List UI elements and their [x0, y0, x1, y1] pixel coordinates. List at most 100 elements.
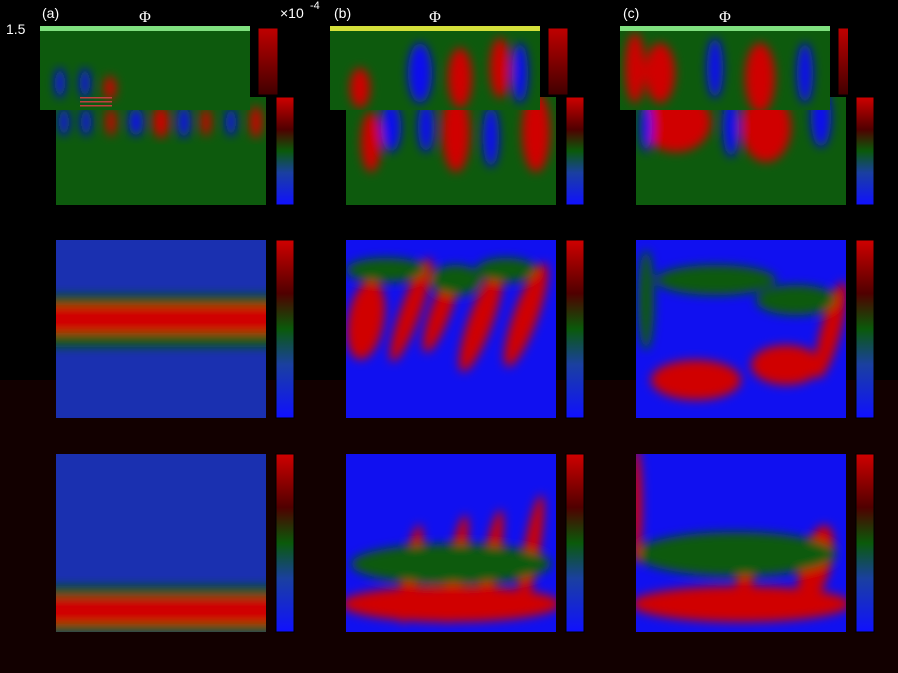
colorbar: [565, 453, 585, 633]
heatmap-blob: [389, 258, 433, 362]
heatmap-blob: [418, 102, 434, 152]
heatmap-band: [56, 597, 266, 625]
heatmap-blob: [459, 268, 503, 372]
heatmap-blob: [814, 281, 846, 379]
colorbar: [275, 453, 295, 633]
heatmap-blob: [751, 345, 821, 385]
scale-exponent: -4: [310, 0, 320, 12]
heatmap-features: [59, 106, 262, 138]
panel-top-line: [330, 26, 540, 31]
heatmap-blob: [756, 285, 836, 315]
heatmap-blob: [656, 265, 776, 295]
heatmap-features: [625, 33, 813, 110]
panel-top-line: [40, 26, 250, 31]
legend-artifact-line: [80, 97, 112, 99]
heatmap-blob: [55, 68, 65, 98]
heatmap-band: [56, 586, 266, 596]
heatmap-band: [56, 333, 266, 347]
heatmap-panel: [636, 454, 846, 632]
panel-title: Φ: [139, 9, 151, 26]
heatmap-panel: [346, 240, 556, 418]
colorbar: [257, 27, 279, 96]
heatmap-panel: [330, 28, 540, 110]
heatmap-blob: [483, 107, 499, 167]
heatmap-blob: [651, 360, 741, 400]
colorbar: [855, 239, 875, 419]
heatmap-features: [346, 494, 556, 624]
heatmap-features: [56, 586, 266, 632]
panel-title: Φ: [719, 9, 731, 26]
heatmap-blob: [640, 102, 652, 152]
heatmap-blob: [741, 97, 791, 162]
heatmap-blob: [645, 43, 675, 103]
heatmap-blob: [442, 97, 470, 172]
heatmap-blob: [81, 108, 91, 136]
colorbar: [855, 96, 875, 206]
heatmaps: [40, 26, 875, 633]
heatmap-blob: [504, 263, 548, 367]
heatmap-blob: [361, 112, 381, 172]
heatmap-blob: [707, 38, 723, 98]
heatmap-blob: [59, 108, 69, 136]
heatmap-blob: [490, 38, 510, 98]
colorbar: [565, 239, 585, 419]
legend-artifact-line: [80, 105, 112, 107]
heatmap-blob: [625, 33, 645, 103]
heatmap-blob: [431, 265, 481, 295]
heatmap-blob: [351, 544, 551, 584]
heatmap-blob: [381, 102, 401, 152]
heatmap-panel: [636, 97, 846, 205]
colorbar: [565, 96, 585, 206]
heatmap-blob: [153, 106, 169, 138]
heatmap-band: [56, 305, 266, 333]
heatmap-blob: [106, 108, 116, 136]
panel-top-line: [620, 26, 830, 31]
heatmap-panel: [620, 28, 830, 110]
colorbar: [275, 96, 295, 206]
heatmap-features: [638, 250, 846, 400]
panel-title: Φ: [429, 9, 441, 26]
colorbar: [855, 453, 875, 633]
heatmap-blob: [104, 76, 116, 100]
heatmap-blob: [522, 97, 550, 172]
occluder: [848, 15, 898, 95]
heatmap-blob: [476, 258, 536, 282]
heatmap-features: [55, 68, 116, 100]
colorbar: [547, 27, 569, 96]
heatmap-blob: [80, 68, 90, 98]
heatmap-blob: [745, 43, 775, 110]
heatmap-features: [346, 258, 548, 372]
panel-label: (c): [623, 5, 639, 21]
heatmap-panel: [56, 240, 266, 418]
tick-label: 1.5: [6, 21, 26, 37]
panel-label: (b): [334, 5, 351, 21]
legend-artifact-line: [80, 101, 112, 103]
heatmap-panel: [56, 454, 266, 632]
heatmap-blob: [201, 108, 211, 136]
panel-label: (a): [42, 5, 59, 21]
heatmap-features: [636, 454, 846, 622]
heatmap-blob: [129, 108, 143, 136]
heatmap-features: [361, 97, 550, 172]
heatmap-base: [40, 28, 250, 110]
heatmap-panel: [56, 97, 266, 205]
heatmap-blob: [636, 454, 642, 564]
heatmap-blob: [638, 250, 654, 350]
heatmap-features: [56, 295, 266, 347]
heatmap-blob: [346, 258, 426, 282]
heatmap-blob: [512, 43, 528, 103]
heatmap-blob: [350, 68, 370, 108]
heatmap-blob: [723, 97, 739, 157]
heatmap-blob: [226, 108, 236, 136]
heatmap-blob: [178, 106, 190, 138]
colorbar: [275, 239, 295, 419]
heatmap-blob: [448, 48, 472, 108]
heatmap-band: [56, 624, 266, 632]
heatmap-panel: [346, 97, 556, 205]
heatmap-blob: [636, 532, 836, 576]
heatmap-blob: [250, 106, 262, 138]
heatmap-features: [350, 38, 528, 108]
scale-factor: ×10: [280, 5, 304, 21]
